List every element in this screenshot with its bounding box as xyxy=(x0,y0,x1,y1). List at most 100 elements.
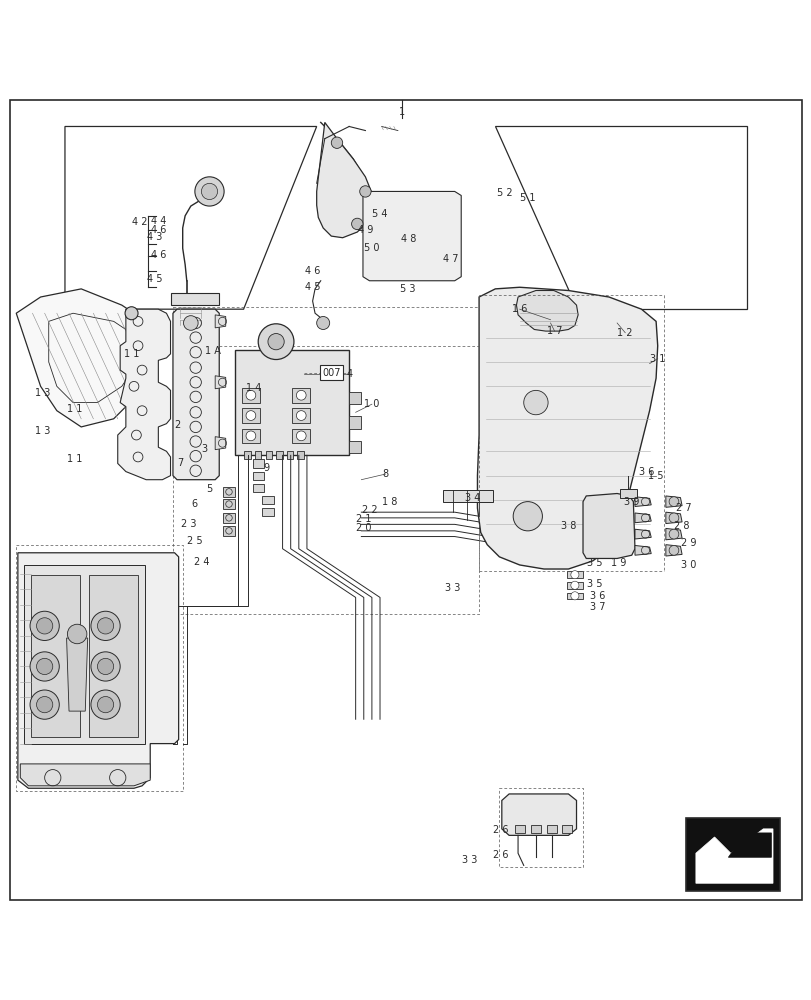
Text: 4 9: 4 9 xyxy=(358,225,372,235)
Text: 7: 7 xyxy=(177,458,183,468)
Circle shape xyxy=(30,690,59,719)
Text: 3 5: 3 5 xyxy=(586,579,602,589)
Bar xyxy=(442,490,492,502)
Polygon shape xyxy=(516,291,577,331)
Circle shape xyxy=(36,658,53,675)
Bar xyxy=(255,451,261,459)
Text: 3 6: 3 6 xyxy=(590,591,604,601)
Circle shape xyxy=(36,697,53,713)
Circle shape xyxy=(296,390,306,400)
Bar xyxy=(262,508,273,516)
Circle shape xyxy=(570,581,578,589)
Text: 1 7: 1 7 xyxy=(546,326,562,336)
Bar xyxy=(620,489,636,498)
Text: 4 5: 4 5 xyxy=(304,282,320,292)
Text: 3 4: 3 4 xyxy=(465,493,479,503)
Text: 1 4: 1 4 xyxy=(246,383,260,393)
Bar xyxy=(530,825,540,833)
Text: 2 9: 2 9 xyxy=(680,538,696,548)
Text: 3: 3 xyxy=(201,444,208,454)
Bar xyxy=(24,565,144,744)
Text: 4 2: 4 2 xyxy=(131,217,148,227)
Text: 2 1: 2 1 xyxy=(355,514,371,524)
Text: 4 6: 4 6 xyxy=(152,250,166,260)
Text: 6: 6 xyxy=(191,499,198,509)
Circle shape xyxy=(523,390,547,415)
Text: 2 6: 2 6 xyxy=(492,850,508,860)
Circle shape xyxy=(668,529,678,539)
Circle shape xyxy=(668,545,678,555)
Polygon shape xyxy=(173,309,219,480)
Circle shape xyxy=(246,431,255,441)
Bar xyxy=(242,429,260,443)
Bar xyxy=(252,459,264,468)
Bar xyxy=(223,487,234,497)
Bar xyxy=(566,593,582,599)
Circle shape xyxy=(296,411,306,420)
Text: 4 4: 4 4 xyxy=(151,216,165,226)
Polygon shape xyxy=(20,764,150,786)
Bar xyxy=(244,451,251,459)
Circle shape xyxy=(331,137,342,148)
Bar xyxy=(561,825,571,833)
Polygon shape xyxy=(582,494,634,558)
Text: 1 9: 1 9 xyxy=(611,558,625,568)
Circle shape xyxy=(91,652,120,681)
Text: 1 5: 1 5 xyxy=(647,471,663,481)
Circle shape xyxy=(246,411,255,420)
Bar xyxy=(31,575,79,737)
Polygon shape xyxy=(215,315,225,328)
Polygon shape xyxy=(118,309,170,480)
Circle shape xyxy=(91,690,120,719)
Polygon shape xyxy=(316,122,371,238)
Polygon shape xyxy=(215,437,225,450)
Bar xyxy=(292,429,310,443)
Polygon shape xyxy=(634,529,650,539)
Text: 2 4: 2 4 xyxy=(193,557,209,567)
Bar xyxy=(262,496,273,504)
Bar xyxy=(265,451,272,459)
Bar xyxy=(292,388,310,403)
Text: 5: 5 xyxy=(206,484,212,494)
Circle shape xyxy=(97,618,114,634)
Bar xyxy=(89,575,138,737)
Bar xyxy=(566,582,582,589)
Circle shape xyxy=(36,618,53,634)
Polygon shape xyxy=(16,289,154,427)
Text: 3 6: 3 6 xyxy=(638,467,653,477)
Circle shape xyxy=(570,592,578,600)
Text: 4 5: 4 5 xyxy=(146,274,162,284)
Circle shape xyxy=(268,334,284,350)
Text: 1 3: 1 3 xyxy=(35,388,49,398)
Text: 1 8: 1 8 xyxy=(382,497,397,507)
Text: 1 3: 1 3 xyxy=(35,426,49,436)
Circle shape xyxy=(67,624,87,644)
Text: 1 0: 1 0 xyxy=(364,399,379,409)
Bar xyxy=(170,293,219,305)
Text: 3 1: 3 1 xyxy=(650,354,664,364)
Polygon shape xyxy=(665,528,681,540)
Text: 4 6: 4 6 xyxy=(305,266,320,276)
Polygon shape xyxy=(477,287,657,569)
Circle shape xyxy=(97,697,114,713)
Circle shape xyxy=(91,611,120,640)
Polygon shape xyxy=(727,833,770,857)
Bar xyxy=(242,388,260,403)
Text: 3 0: 3 0 xyxy=(680,560,695,570)
Text: 4 6: 4 6 xyxy=(152,225,166,235)
Text: 5 1: 5 1 xyxy=(519,193,535,203)
Text: 1 2: 1 2 xyxy=(616,328,633,338)
Bar xyxy=(276,451,282,459)
Circle shape xyxy=(359,186,371,197)
Circle shape xyxy=(296,431,306,441)
Text: 5 0: 5 0 xyxy=(363,243,380,253)
Text: 2 7: 2 7 xyxy=(675,503,691,513)
Polygon shape xyxy=(665,496,681,507)
Circle shape xyxy=(201,183,217,200)
Polygon shape xyxy=(65,126,316,309)
Text: 3 3: 3 3 xyxy=(445,583,460,593)
Polygon shape xyxy=(18,553,178,788)
Polygon shape xyxy=(634,497,650,506)
Bar xyxy=(547,825,556,833)
Text: 2 5: 2 5 xyxy=(187,536,203,546)
